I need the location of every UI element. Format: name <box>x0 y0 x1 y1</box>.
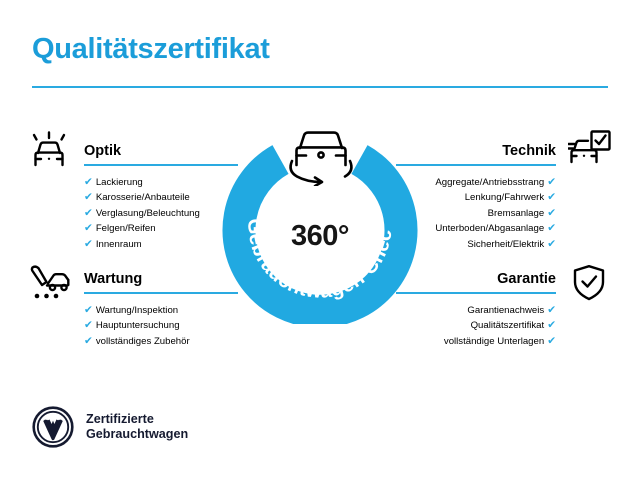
check-icon: ✔ <box>547 319 556 332</box>
list-item-label: Sicherheit/Elektrik <box>467 238 545 250</box>
list-item-label: Garantienachweis <box>467 305 545 316</box>
list-item: Garantienachweis ✔ <box>396 303 556 318</box>
list-item: vollständige Unterlagen ✔ <box>396 334 556 349</box>
check-icon: ✔ <box>547 237 556 250</box>
list-item-label: Felgen/Reifen <box>95 223 156 235</box>
check-icon: ✔ <box>84 222 93 235</box>
check-icon: ✔ <box>84 304 93 316</box>
list-item-label: Hauptuntersuchung <box>95 320 180 332</box>
section-divider-garantie <box>396 292 556 294</box>
car-checkbox-icon <box>567 129 612 174</box>
check-icon: ✔ <box>84 176 93 188</box>
list-item-label: Bremsanlage <box>487 207 545 219</box>
check-icon: ✔ <box>84 206 93 219</box>
check-icon: ✔ <box>547 206 556 219</box>
checklist-wartung: ✔ Wartung/Inspektion ✔ Hauptuntersuchung ✔… <box>84 303 238 349</box>
gebrauchtwagen-check-badge: Gebrauchtwagen-Check 360° <box>222 128 418 324</box>
list-item-label: Wartung/Inspektion <box>95 305 179 316</box>
badge-value: 360° <box>291 220 349 252</box>
check-icon: ✔ <box>84 237 93 250</box>
section-heading-technik: Technik <box>502 143 556 159</box>
wrench-car-icon <box>26 263 72 308</box>
check-icon: ✔ <box>84 191 93 204</box>
check-icon: ✔ <box>547 222 556 235</box>
list-item-label: vollständiges Zubehör <box>95 335 190 347</box>
list-item-label: Innenraum <box>95 238 142 250</box>
list-item-label: Lackierung <box>95 177 143 188</box>
shield-check-icon <box>570 263 608 308</box>
section-heading-optik: Optik <box>84 143 122 159</box>
check-icon: ✔ <box>547 334 556 347</box>
list-item: Bremsanlage ✔ <box>396 206 556 221</box>
vw-logo <box>32 406 74 448</box>
list-item: Sicherheit/Elektrik ✔ <box>396 237 556 252</box>
list-item: Lenkung/Fahrwerk ✔ <box>396 190 556 205</box>
car-shine-icon <box>28 129 70 174</box>
vw-lockup-line2: Gebrauchtwagen <box>86 427 189 441</box>
section-wartung: Wartung ✔ Wartung/Inspektion ✔ Hauptunters… <box>84 271 238 349</box>
section-divider-optik <box>84 164 238 166</box>
checklist-garantie: Garantienachweis ✔ Qualitätszertifikat ✔ v… <box>396 303 556 349</box>
list-item: ✔ Karosserie/Anbauteile <box>84 190 238 205</box>
section-heading-garantie: Garantie <box>497 271 556 287</box>
list-item: ✔ Lackierung <box>84 175 238 190</box>
section-technik: Technik Aggregate/Antriebsstrang ✔ Lenkun… <box>396 143 556 252</box>
list-item: Qualitätszertifikat ✔ <box>396 318 556 333</box>
list-item-label: Verglasung/Beleuchtung <box>95 207 200 219</box>
section-divider-wartung <box>84 292 238 294</box>
list-item-label: Lenkung/Fahrwerk <box>464 192 545 204</box>
list-item: ✔ vollständiges Zubehör <box>84 334 238 349</box>
section-heading-wartung: Wartung <box>84 271 143 287</box>
section-divider-technik <box>396 164 556 166</box>
checklist-optik: ✔ Lackierung ✔ Karosserie/Anbauteile ✔ Verg… <box>84 175 238 252</box>
check-icon: ✔ <box>84 334 93 347</box>
badge-ring: Gebrauchtwagen-Check <box>222 128 418 324</box>
header-divider <box>32 86 608 88</box>
list-item: Unterboden/Abgasanlage ✔ <box>396 221 556 236</box>
section-garantie: Garantie Garantienachweis ✔ Qualitätszert… <box>396 271 556 349</box>
vw-lockup-line1: Zertifizierte <box>86 411 154 426</box>
check-icon: ✔ <box>547 191 556 204</box>
vw-lockup-text: Zertifizierte Gebrauchtwagen <box>86 412 188 443</box>
check-icon: ✔ <box>547 176 556 188</box>
list-item: ✔ Innenraum <box>84 237 238 252</box>
list-item: ✔ Verglasung/Beleuchtung <box>84 206 238 221</box>
list-item-label: Unterboden/Abgasanlage <box>435 223 545 235</box>
check-icon: ✔ <box>547 304 556 316</box>
list-item-label: Karosserie/Anbauteile <box>95 192 190 204</box>
list-item: Aggregate/Antriebsstrang ✔ <box>396 175 556 190</box>
check-icon: ✔ <box>84 319 93 332</box>
list-item-label: Qualitätszertifikat <box>470 320 545 332</box>
list-item: ✔ Hauptuntersuchung <box>84 318 238 333</box>
checklist-technik: Aggregate/Antriebsstrang ✔ Lenkung/Fahrwe… <box>396 175 556 252</box>
page-title: Qualitätszertifikat <box>32 33 270 65</box>
list-item-label: vollständige Unterlagen <box>443 335 545 347</box>
vw-lockup: Zertifizierte Gebrauchtwagen <box>32 406 188 448</box>
list-item: ✔ Wartung/Inspektion <box>84 303 238 318</box>
list-item-label: Aggregate/Antriebsstrang <box>435 177 545 188</box>
list-item: ✔ Felgen/Reifen <box>84 221 238 236</box>
section-optik: Optik ✔ Lackierung ✔ Karosserie/Anbauteile… <box>84 143 238 252</box>
car-rotation-icon <box>289 131 353 186</box>
